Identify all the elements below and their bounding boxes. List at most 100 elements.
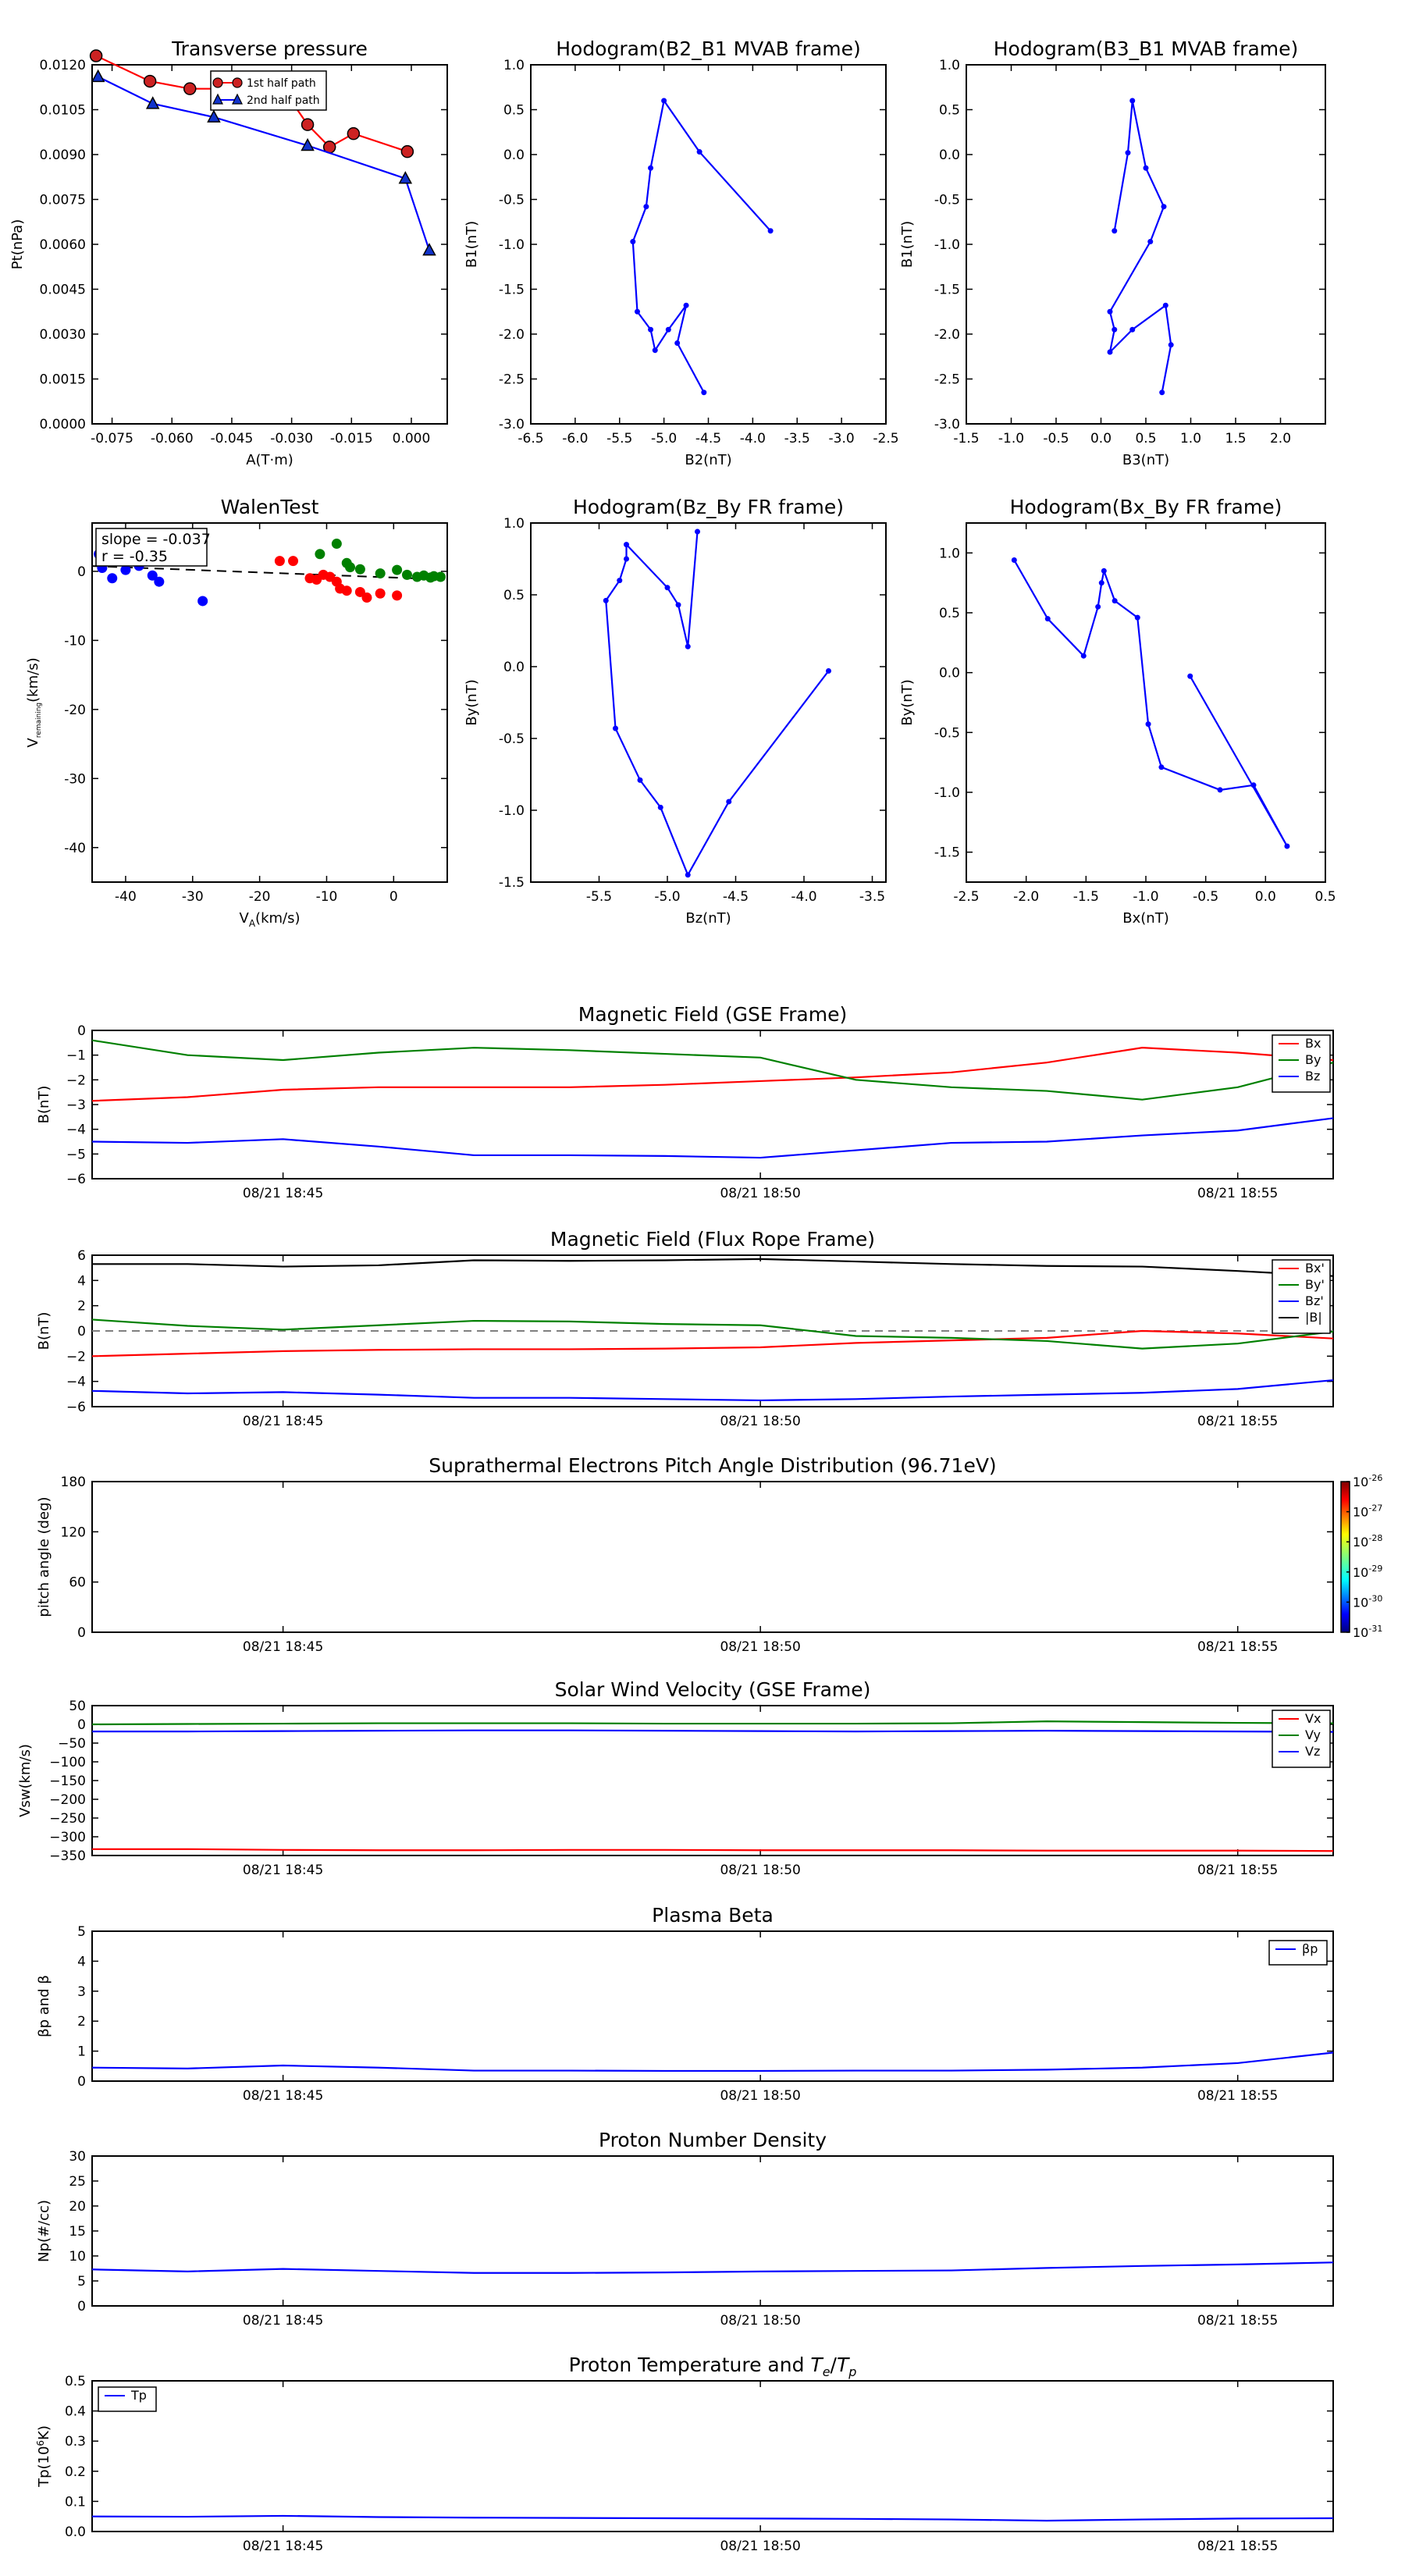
bfr-series-line [91,1379,1334,1402]
h31-point [1112,326,1118,333]
tp-ytick-label: 0.0045 [40,283,86,298]
beta-legend: βp [1268,1940,1328,1966]
pad-xtick-label: 08/21 18:50 [720,1639,800,1655]
walen-panel: WalenTest-40 -30 -20 -10 0-40-30-20-100VA(km… [25,496,448,929]
hxy-series-line [1013,559,1288,847]
pad-colorbar-base: 10 [1353,1505,1368,1520]
pad-colorbar-base: 10 [1353,1595,1368,1610]
tp-title: Transverse pressure [171,37,368,60]
hzy-point [617,578,623,584]
h31-xtick-label: 2.0 [1270,431,1291,447]
np-xtick-label: 08/21 18:45 [243,2313,323,2329]
np-ytick-label: 10 [69,2249,86,2265]
bgse-ytick-label: −2 [66,1073,86,1088]
walen-ylabel-unit: (km/s) [25,657,41,702]
pad-colorbar-label: 10-27 [1353,1503,1382,1520]
hxy-ytick-label: 0.5 [939,606,960,621]
bgse-ylabel: B(nT) [36,1086,52,1124]
tp-xtick-label: -0.030 [270,431,313,447]
tp-ytick-label: 0.0015 [40,372,86,388]
hzy-ytick-label: -0.5 [499,731,525,747]
pad-colorbar-base: 10 [1353,1475,1368,1489]
bfr-xtick-label: 08/21 18:55 [1197,1414,1278,1429]
h21-ytick-label: 0.5 [503,103,525,119]
hxy-point [1044,616,1051,622]
tp-point [347,126,361,141]
h21-point [648,326,654,333]
vsw-frame [91,1705,1334,1856]
bfr-legend-label: |B| [1305,1310,1322,1325]
tp-point [301,137,315,151]
vsw-ytick-label: −100 [49,1755,86,1770]
walen-point [345,562,356,573]
walen-ytick-label: 0 [77,564,86,580]
tpr-title-main: Proton Temperature and [569,2354,811,2376]
tp-ytick-label: 0.0075 [40,193,86,208]
tp-legend-label: 2nd half path [247,94,320,107]
tpr-legend-label: Tp [130,2388,147,2403]
hzy-xlabel: Bz(nT) [685,910,731,927]
np-ytick-label: 5 [77,2274,86,2290]
h21-xtick-label: -4.0 [740,431,766,447]
bfr-ytick-label: −2 [66,1349,86,1364]
tpr-ylabel-sup: 6 [35,2440,46,2446]
np-ytick-label: 30 [69,2149,86,2165]
tpr-ytick-label: 0.5 [65,2374,86,2389]
hxy-xlabel: Bx(nT) [1122,910,1168,927]
tp-legend-marker [212,77,223,88]
beta-ytick-label: 2 [77,2014,86,2030]
vsw-xtick-label: 08/21 18:45 [243,1863,323,1878]
h31-point [1168,342,1174,348]
hzy-point [613,725,618,731]
walen-point [315,549,325,560]
h31-point [1159,390,1165,396]
hzy-xtick-label: -4.0 [791,889,816,905]
walen-point [147,570,158,581]
pad-colorbar-base: 10 [1353,1625,1368,1640]
h31-point [1129,326,1136,333]
h21-xtick-label: -6.0 [562,431,588,447]
h31-ytick-label: 1.0 [939,58,960,73]
bgse-series-line [91,1039,1334,1101]
h21-xtick-label: -5.0 [651,431,677,447]
tpr-frame [91,2380,1334,2532]
np-ytick-label: 15 [69,2224,86,2240]
hxy-xtick-label: -1.0 [1133,889,1158,905]
beta-panel: Plasma Beta 08/21 18:45 08/21 18:50 08/21 1… [36,1904,1334,2104]
tp-point [89,49,103,62]
tp-point [301,118,315,131]
hxy-point [1158,764,1165,770]
tp-point [422,243,436,256]
tp-xtick-label: -0.045 [211,431,254,447]
h21-xtick-label: -6.5 [518,431,543,447]
tp-ytick-label: 0.0030 [40,327,86,343]
bgse-series-line [91,1117,1334,1159]
bfr-xtick-label: 08/21 18:50 [720,1414,800,1429]
vsw-ytick-label: 0 [77,1717,86,1733]
vsw-title: Solar Wind Velocity (GSE Frame) [555,1678,871,1701]
h21-ytick-label: -1.5 [499,283,525,298]
bfr-legend-box [1272,1259,1331,1334]
np-xtick-label: 08/21 18:55 [1197,2313,1278,2329]
h31-point [1161,204,1167,210]
walen-point [392,564,403,575]
bfr-ytick-label: 2 [77,1299,86,1315]
h31-ytick-label: -1.5 [934,283,960,298]
tp-ytick-label: 0.0120 [40,58,86,73]
bfr-series-line [92,1258,1334,1277]
hxy-point [1011,557,1017,564]
bfr-ytick-label: −4 [66,1375,86,1390]
vsw-panel: Solar Wind Velocity (GSE Frame) 08/21 18:… [17,1678,1334,1878]
np-frame [91,2155,1334,2307]
bgse-xtick-label: 08/21 18:55 [1197,1186,1278,1201]
hxy-ylabel: By(nT) [899,679,916,725]
tp-legend-marker [232,93,243,105]
tp-point [400,144,414,158]
hxy-xtick-label: 0.5 [1314,889,1336,905]
tpr-title-sub1: e [823,2364,831,2379]
tpr-xtick-label: 08/21 18:55 [1197,2539,1278,2554]
h31-point [1107,349,1113,355]
h31-ytick-label: -1.0 [934,237,960,253]
walen-xtick-label: -30 [182,889,204,905]
